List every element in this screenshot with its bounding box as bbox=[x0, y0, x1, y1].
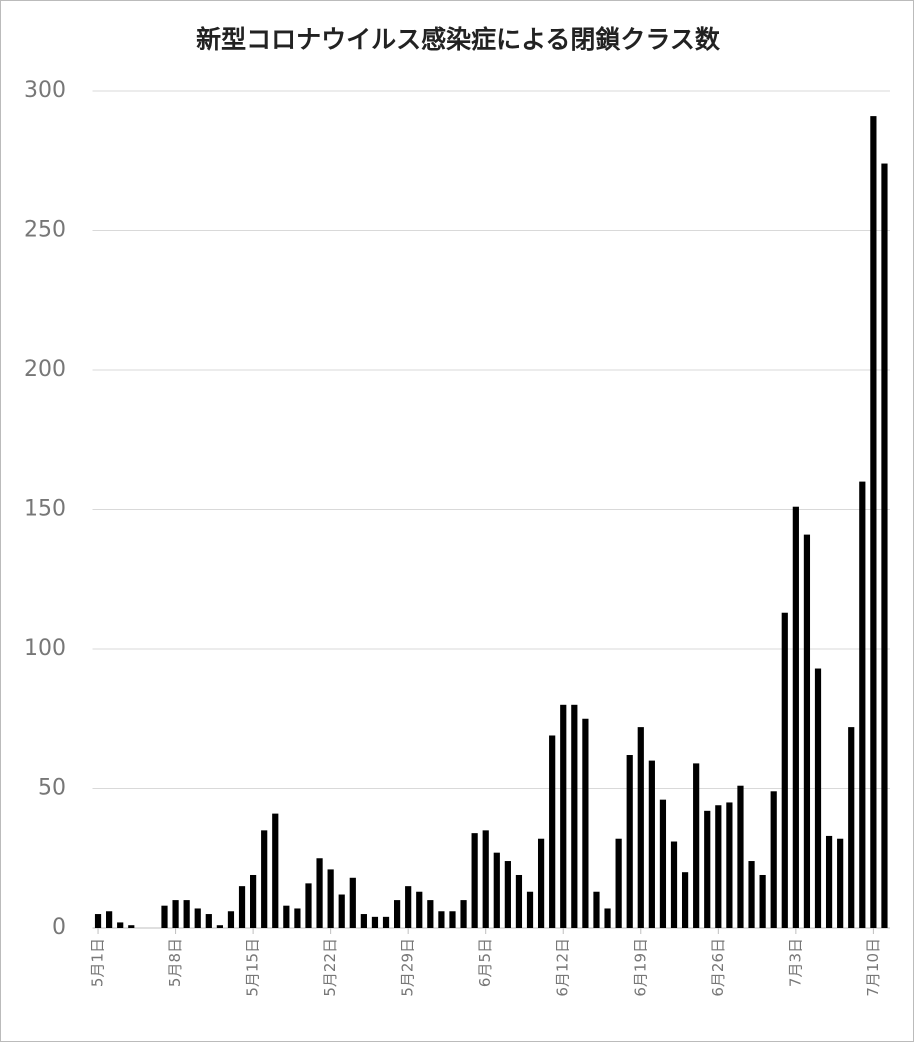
bar bbox=[848, 727, 855, 928]
x-tick-label: 5月15日 bbox=[244, 938, 262, 997]
bar bbox=[615, 838, 622, 928]
bar bbox=[748, 861, 755, 928]
bar bbox=[393, 900, 401, 928]
chart-title: 新型コロナウイルス感染症による閉鎖クラス数 bbox=[196, 25, 721, 54]
bar bbox=[161, 905, 168, 928]
bar bbox=[504, 861, 511, 928]
bar bbox=[792, 506, 799, 928]
bar bbox=[227, 911, 235, 928]
bar bbox=[216, 925, 223, 928]
bar bbox=[272, 813, 279, 928]
bar bbox=[881, 163, 888, 929]
bar bbox=[825, 835, 833, 928]
bar bbox=[837, 838, 844, 928]
bar bbox=[349, 877, 356, 928]
bar bbox=[471, 833, 478, 928]
bar bbox=[371, 916, 379, 928]
bar bbox=[814, 668, 822, 928]
x-tick-label: 5月22日 bbox=[321, 938, 339, 997]
bar bbox=[128, 925, 135, 928]
x-tick-label: 7月3日 bbox=[786, 938, 804, 987]
bar bbox=[604, 908, 611, 928]
y-tick-label: 100 bbox=[24, 636, 66, 661]
y-tick-label: 200 bbox=[24, 357, 66, 382]
bar bbox=[449, 911, 456, 928]
bar bbox=[560, 704, 567, 928]
bar bbox=[549, 735, 556, 928]
bar bbox=[283, 905, 290, 928]
bar bbox=[537, 838, 545, 928]
bar bbox=[515, 874, 523, 928]
bar bbox=[704, 810, 711, 928]
x-tick-label: 6月12日 bbox=[554, 938, 572, 997]
bar bbox=[737, 785, 744, 928]
bar bbox=[94, 914, 102, 928]
bar bbox=[681, 872, 689, 928]
x-tick-label: 5月29日 bbox=[399, 938, 417, 997]
bar bbox=[626, 755, 633, 928]
bar bbox=[238, 886, 246, 928]
x-tick-label: 6月26日 bbox=[709, 938, 727, 997]
bar bbox=[338, 894, 345, 928]
bar bbox=[438, 911, 445, 928]
bar bbox=[648, 760, 655, 928]
bar bbox=[106, 911, 113, 928]
bar bbox=[526, 891, 534, 928]
x-tick-label: 6月5日 bbox=[476, 938, 494, 987]
bar bbox=[593, 891, 600, 928]
bar bbox=[427, 900, 434, 928]
bar bbox=[405, 886, 412, 928]
bar bbox=[194, 908, 201, 928]
y-tick-label: 150 bbox=[24, 497, 66, 522]
bar bbox=[693, 763, 700, 928]
bar bbox=[183, 900, 190, 928]
x-tick-label: 5月1日 bbox=[89, 938, 107, 987]
bar bbox=[582, 718, 589, 928]
bar bbox=[205, 914, 212, 928]
y-tick-label: 250 bbox=[24, 218, 66, 243]
bar bbox=[316, 858, 323, 928]
bar bbox=[637, 727, 644, 928]
bar bbox=[172, 900, 179, 928]
y-tick-label: 300 bbox=[24, 78, 66, 103]
bar bbox=[859, 481, 866, 928]
bar bbox=[327, 869, 334, 928]
bar bbox=[770, 791, 777, 928]
bar bbox=[460, 900, 467, 928]
x-tick-label: 5月8日 bbox=[166, 938, 184, 987]
bar bbox=[493, 852, 500, 928]
bar bbox=[117, 922, 124, 928]
x-tick-label: 7月10日 bbox=[864, 938, 882, 997]
bar bbox=[261, 830, 268, 928]
bar bbox=[715, 805, 722, 928]
bar bbox=[294, 908, 301, 928]
x-tick-label: 6月19日 bbox=[631, 938, 649, 997]
bar bbox=[305, 883, 312, 928]
bar bbox=[759, 874, 766, 928]
bar bbox=[781, 612, 788, 928]
bar bbox=[382, 916, 390, 928]
y-tick-label: 0 bbox=[52, 915, 66, 940]
bar bbox=[870, 116, 877, 929]
y-tick-label: 50 bbox=[38, 776, 66, 801]
bar bbox=[416, 891, 423, 928]
bar bbox=[659, 799, 667, 928]
bar bbox=[250, 874, 257, 928]
bar bbox=[482, 830, 489, 928]
bar bbox=[726, 802, 733, 928]
bar bbox=[670, 841, 678, 928]
bar bbox=[571, 704, 578, 928]
bar bbox=[360, 914, 367, 928]
bar bbox=[803, 534, 811, 928]
